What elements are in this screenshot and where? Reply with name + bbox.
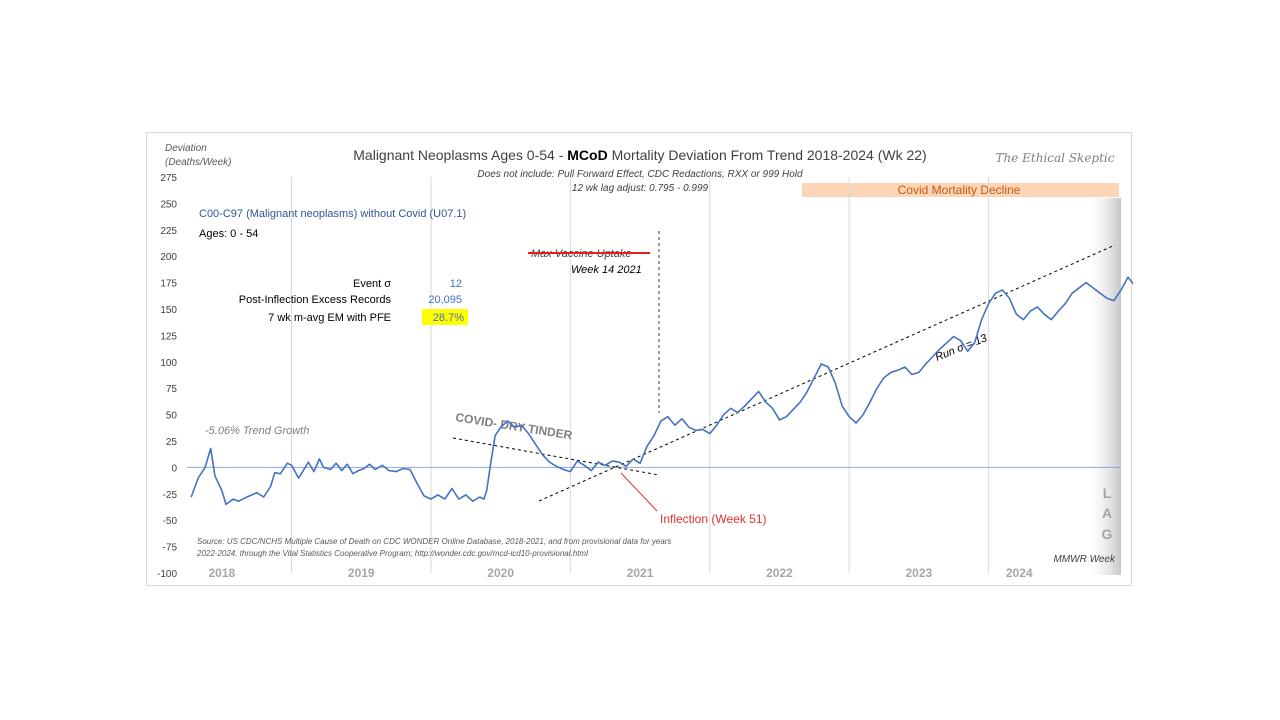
stat-label-event-sigma: Event σ — [353, 278, 391, 290]
source-line-2: 2022-2024, through the Vital Statistics … — [196, 549, 588, 558]
stat-highlight — [422, 309, 468, 325]
x-year-label: 2022 — [766, 566, 793, 580]
y-tick-label: 225 — [160, 226, 177, 237]
inflection-pointer — [620, 472, 658, 512]
lag-region — [1085, 198, 1121, 575]
chart-svg: Covid Mortality Decline Malignant Neopla… — [157, 143, 1133, 580]
ylabel-line-2: (Deaths/Week) — [165, 157, 232, 168]
run-trend-line — [538, 244, 1116, 502]
x-year-label: 2024 — [1006, 566, 1033, 580]
y-tick-label: 75 — [166, 384, 178, 395]
x-year-label: 2023 — [906, 566, 933, 580]
y-tick-label: -75 — [163, 543, 178, 554]
subtitle-line-2: 12 wk lag adjust: 0.795 - 0.999 — [572, 183, 709, 194]
watermark: The Ethical Skeptic — [996, 151, 1115, 165]
x-year-label: 2019 — [348, 566, 375, 580]
y-tick-label: 125 — [160, 331, 177, 342]
inflection-label: Inflection (Week 51) — [660, 512, 767, 526]
y-tick-label: 50 — [166, 411, 178, 422]
series-line — [190, 276, 1133, 506]
y-tick-label: -50 — [163, 516, 178, 527]
subtitle-line-1: Does not include: Pull Forward Effect, C… — [477, 169, 803, 180]
y-tick-label: 100 — [160, 358, 177, 369]
stat-value-em-pfe: 28.7% — [433, 312, 464, 324]
y-tick-label: 250 — [160, 199, 177, 210]
y-tick-label: -25 — [163, 490, 178, 501]
y-tick-label: 275 — [160, 173, 177, 184]
y-tick-label: -100 — [157, 569, 177, 580]
stat-value-event-sigma: 12 — [450, 278, 462, 290]
chart-frame: Covid Mortality Decline Malignant Neopla… — [146, 132, 1133, 586]
chart-title: Malignant Neoplasms Ages 0-54 - MCoD Mor… — [353, 147, 926, 163]
y-tick-label: 25 — [166, 437, 178, 448]
covid-decline-band — [802, 183, 1119, 197]
stat-label-em-pfe: 7 wk m-avg EM with PFE — [268, 312, 391, 324]
y-tick-label: 150 — [160, 305, 177, 316]
y-tick-label: 200 — [160, 252, 177, 263]
dry-tinder-trend — [452, 437, 660, 476]
stat-label-excess-records: Post-Inflection Excess Records — [239, 294, 392, 306]
lag-letter-a: A — [1102, 505, 1112, 521]
vaccine-week-label: Week 14 2021 — [571, 264, 642, 276]
x-year-label: 2020 — [487, 566, 514, 580]
xlabel: MMWR Week — [1054, 554, 1116, 565]
x-year-label: 2021 — [627, 566, 654, 580]
covid-decline-label: Covid Mortality Decline — [898, 183, 1021, 197]
source-line-1: Source: US CDC/NCHS Multiple Cause of De… — [197, 537, 671, 546]
ylabel-line-1: Deviation — [165, 143, 207, 154]
ages-label: Ages: 0 - 54 — [199, 228, 258, 240]
stat-value-excess-records: 20,095 — [428, 294, 462, 306]
x-year-label: 2018 — [208, 566, 235, 580]
lag-letter-g: G — [1102, 526, 1113, 542]
y-tick-label: 0 — [171, 463, 177, 474]
y-tick-label: 175 — [160, 279, 177, 290]
series-name: C00-C97 (Malignant neoplasms) without Co… — [199, 208, 466, 220]
lag-letter-l: L — [1103, 485, 1112, 501]
trend-growth-label: -5.06% Trend Growth — [205, 425, 309, 437]
